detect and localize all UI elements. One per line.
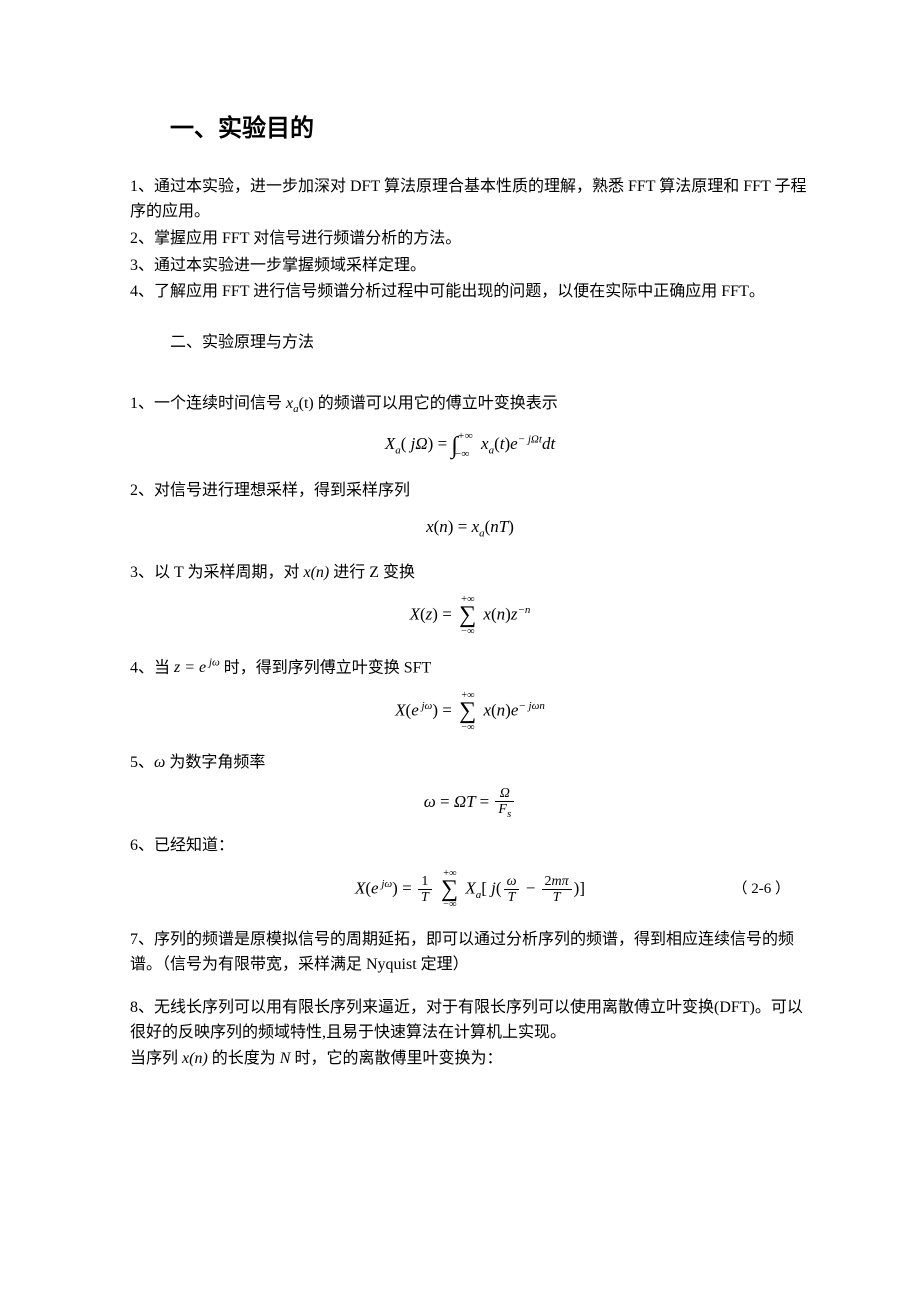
math-xa-t: xa(t) <box>286 395 314 412</box>
s2-item1-b: 的频谱可以用它的傅立叶变换表示 <box>314 395 558 412</box>
s2-item8a: 8、无线长序列可以用有限长序列来逼近，对于有限长序列可以使用离散傅立叶变换(DF… <box>130 996 810 1046</box>
s2-item8b: 当序列 x(n) 的长度为 N 时，它的离散傅里叶变换为： <box>130 1047 810 1072</box>
s2-item8b-c: 时，它的离散傅里叶变换为： <box>290 1050 502 1067</box>
s2-item4-b: 时，得到序列傅立叶变换 SFT <box>220 659 432 676</box>
s2-item8b-b: 的长度为 <box>208 1050 280 1067</box>
s1-p3: 3、通过本实验进一步掌握频域采样定理。 <box>130 254 810 279</box>
s1-p1: 1、通过本实验，进一步加深对 DFT 算法原理合基本性质的理解，熟悉 FFT 算… <box>130 175 810 225</box>
formula-3: X(z) = +∞∑−∞ x(n)z−n <box>130 595 810 637</box>
section-2-title: 二、实验原理与方法 <box>170 331 810 356</box>
formula-6-row: X(e jω) = 1T +∞∑−∞ Xa[ j(ωT − 2mπT)] （ 2… <box>130 869 810 911</box>
formula-2: x(n) = xa(nT) <box>130 514 810 542</box>
s2-item1-a: 1、一个连续时间信号 <box>130 395 286 412</box>
formula-5: ω = ΩT = ΩFs <box>130 786 810 820</box>
s2-item1: 1、一个连续时间信号 xa(t) 的频谱可以用它的傅立叶变换表示 <box>130 392 810 418</box>
s2-item3-b: 进行 Z 变换 <box>329 564 415 581</box>
s2-item5: 5、ω 为数字角频率 <box>130 751 810 776</box>
math-z-eq: z = e jω <box>174 659 220 676</box>
s1-p4: 4、了解应用 FFT 进行信号频谱分析过程中可能出现的问题，以便在实际中正确应用… <box>130 280 810 305</box>
s2-item7: 7、序列的频谱是原模拟信号的周期延拓，即可以通过分析序列的频谱，得到相应连续信号… <box>130 928 810 978</box>
s2-item3-a: 3、以 T 为采样周期，对 <box>130 564 304 581</box>
formula-6: X(e jω) = 1T +∞∑−∞ Xa[ j(ωT − 2mπT)] <box>355 869 585 911</box>
formula-6-number: （ 2-6 ） <box>733 878 791 901</box>
formula-4: X(e jω) = +∞∑−∞ x(n)e− jωn <box>130 691 810 733</box>
section-1-title: 一、实验目的 <box>170 110 810 147</box>
s2-item2: 2、对信号进行理想采样，得到采样序列 <box>130 479 810 504</box>
s2-item5-b: 为数字角频率 <box>165 754 265 771</box>
math-omega: ω <box>154 754 165 771</box>
formula-1: Xa( jΩ) = ∫−∞+∞ xa(t)e− jΩtdt <box>130 428 810 465</box>
s1-p2: 2、掌握应用 FFT 对信号进行频谱分析的方法。 <box>130 227 810 252</box>
math-N: N <box>280 1050 291 1067</box>
s2-item3: 3、以 T 为采样周期，对 x(n) 进行 Z 变换 <box>130 561 810 586</box>
s2-item4: 4、当 z = e jω 时，得到序列傅立叶变换 SFT <box>130 655 810 681</box>
s2-item8b-a: 当序列 <box>130 1050 182 1067</box>
s2-item5-a: 5、 <box>130 754 154 771</box>
math-xn: x(n) <box>304 564 330 581</box>
s2-item4-a: 4、当 <box>130 659 174 676</box>
math-xn-2: x(n) <box>182 1050 208 1067</box>
s2-item6: 6、已经知道： <box>130 834 810 859</box>
